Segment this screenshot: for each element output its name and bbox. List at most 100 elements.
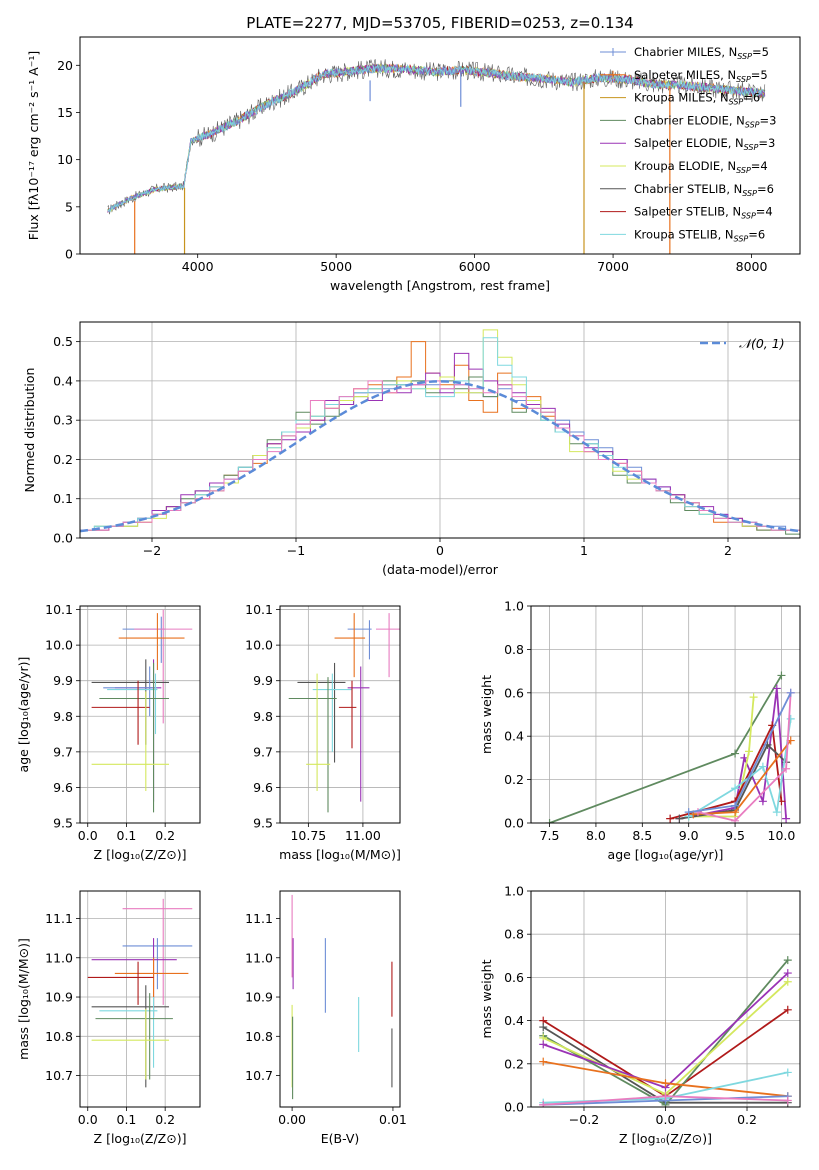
- weight-line-salpeter_elodie: [679, 688, 787, 820]
- y-tick-label: 0.0: [504, 1100, 524, 1115]
- weight-marker: [786, 688, 795, 697]
- histograms: [80, 329, 800, 538]
- weight-marker: [772, 684, 781, 693]
- y-tick-label: 9.9: [53, 673, 73, 688]
- weight-marker: [675, 814, 684, 823]
- x-tick-label: 8.5: [632, 828, 652, 843]
- y-tick-label: 0.4: [504, 729, 524, 744]
- x-tick-label: 0.00: [278, 1112, 306, 1127]
- weight-marker: [731, 749, 740, 758]
- x-tick-label: 7.5: [540, 828, 560, 843]
- weight-lines: [545, 671, 795, 823]
- y-tick-label: 1.0: [504, 884, 524, 899]
- weight-marker: [684, 808, 693, 817]
- legend-entry: Kroupa STELIB, NSSP=6: [634, 227, 765, 243]
- y-tick-label: 20: [57, 58, 73, 73]
- y-tick-label: 9.7: [53, 744, 73, 759]
- y-tick-label: 10.0: [45, 638, 73, 653]
- weight-marker: [783, 1096, 792, 1105]
- weight-marker: [693, 808, 702, 817]
- x-tick-label: 8.0: [586, 828, 606, 843]
- weight-marker: [539, 1040, 548, 1049]
- weight-lines: [539, 956, 792, 1107]
- legend-entry: Chabrier STELIB, NSSP=6: [634, 182, 774, 198]
- x-tick-label: 10.75: [290, 828, 326, 843]
- x-tick-label: 9.5: [725, 828, 745, 843]
- y-tick-label: 0.5: [53, 334, 73, 349]
- spectrum-series-kroupa_stelib: [107, 64, 765, 213]
- weight-marker: [783, 956, 792, 965]
- x-tick-label: 0.1: [117, 1112, 137, 1127]
- y-tick-label: 9.8: [53, 709, 73, 724]
- weight-marker: [783, 1068, 792, 1077]
- weight-marker: [758, 797, 767, 806]
- y-tick-label: 9.6: [53, 780, 73, 795]
- x-tick-label: 5000: [320, 259, 352, 274]
- x-tick-label: 1: [580, 543, 588, 558]
- residuals-panel: −2 −1 0 1 2 0.0 0.1 0.2 0.3 0.4 0.5 (data-model)/er…: [22, 321, 801, 577]
- x-tick-label: 0.01: [379, 1112, 407, 1127]
- histogram-salpeter_elodie: [80, 352, 800, 538]
- y-tick-label: 0.4: [504, 1013, 524, 1028]
- y-tick-label: 5: [65, 199, 73, 214]
- weight-marker: [758, 762, 767, 771]
- weight-line-pink: [697, 692, 792, 822]
- y-tick-label: 0.2: [504, 772, 524, 787]
- y-tick-label: 11.1: [45, 911, 73, 926]
- y-tick-label: 0.4: [53, 373, 73, 388]
- x-tick-label: 0.2: [155, 828, 175, 843]
- x-tick-label: 6000: [459, 259, 491, 274]
- y-tick-label: 0.3: [53, 413, 73, 428]
- legend-entry: Salpeter MILES, NSSP=5: [634, 68, 768, 84]
- x-axis-label: (data-model)/error: [382, 562, 499, 577]
- y-tick-label: 10: [57, 152, 73, 167]
- y-tick-label: 15: [57, 105, 73, 120]
- weight-marker: [783, 969, 792, 978]
- legend-entry: Salpeter STELIB, NSSP=4: [634, 205, 773, 221]
- x-tick-label: 0.2: [155, 1112, 175, 1127]
- weight-marker: [786, 714, 795, 723]
- axes-frame: [79, 605, 201, 824]
- weight-marker: [661, 1092, 670, 1101]
- y-tick-label: 10.8: [245, 1029, 273, 1044]
- x-tick-label: 0: [436, 543, 444, 558]
- weight-marker: [731, 801, 740, 810]
- weight-marker: [545, 819, 554, 823]
- y-tick-label: 10.9: [45, 990, 73, 1005]
- points: [288, 613, 400, 813]
- weight-line-chabrier_elodie: [549, 674, 783, 823]
- legend-entry: 𝒩(0, 1): [739, 336, 785, 351]
- y-tick-label: 9.6: [253, 780, 273, 795]
- x-axis-label: age [log₁₀(age/yr)]: [608, 847, 724, 862]
- x-tick-label: 10.0: [768, 828, 796, 843]
- axes-frame: [279, 890, 401, 1108]
- weight-marker: [777, 671, 786, 680]
- spectrum-legend: Chabrier MILES, NSSP=5 Salpeter MILES, NS…: [600, 45, 776, 243]
- weight-marker: [731, 816, 740, 823]
- weight-marker: [731, 784, 740, 793]
- weight-marker: [749, 693, 758, 702]
- histogram-pink: [80, 380, 800, 538]
- weight-marker: [539, 1100, 548, 1107]
- spectrum-panel: 4000 5000 6000 7000 8000 0 5 10 15 20 wavelength […: [26, 36, 801, 293]
- x-tick-label: −1: [287, 543, 305, 558]
- y-tick-label: 10.8: [45, 1029, 73, 1044]
- y-tick-label: 11.0: [245, 950, 273, 965]
- y-tick-label: 10.0: [245, 638, 273, 653]
- x-tick-label: 0.0: [656, 1112, 676, 1127]
- y-axis-label: Normed distribution: [22, 368, 37, 493]
- x-axis-label: Z [log₁₀(Z/Z⊙)]: [94, 847, 187, 862]
- x-tick-label: 9.0: [679, 828, 699, 843]
- x-axis-label: Z [log₁₀(Z/Z⊙)]: [619, 1131, 712, 1146]
- y-tick-label: 11.1: [245, 911, 273, 926]
- y-tick-label: 9.5: [53, 816, 73, 831]
- y-tick-label: 0.8: [504, 642, 524, 657]
- legend-marker: [609, 48, 617, 56]
- y-tick-label: 9.8: [253, 709, 273, 724]
- points: [291, 894, 393, 1100]
- axes-frame: [530, 605, 801, 824]
- y-tick-label: 0.6: [504, 685, 524, 700]
- y-tick-label: 10.1: [245, 602, 273, 617]
- y-tick-label: 0.6: [504, 970, 524, 985]
